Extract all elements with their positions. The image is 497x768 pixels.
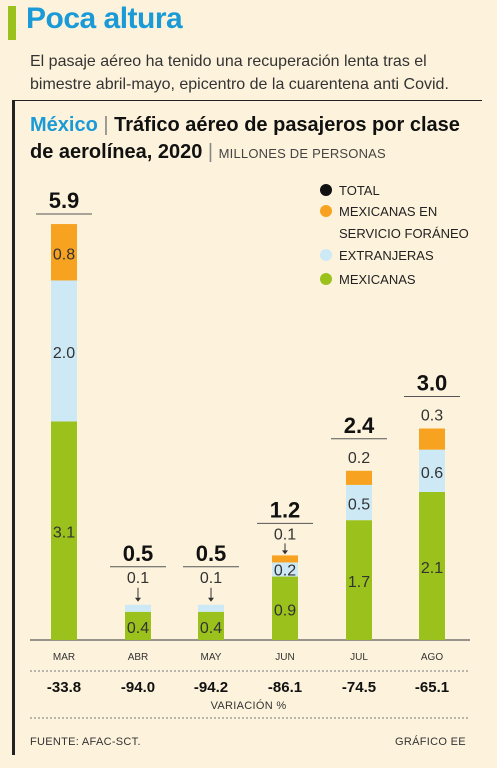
total-label-jul: 2.4 bbox=[344, 413, 375, 438]
bar-abr-1 bbox=[125, 604, 151, 612]
graphic-credit: GRÁFICO EE bbox=[395, 736, 466, 748]
label-arrowhead-abr bbox=[135, 597, 141, 602]
total-label-mar: 5.9 bbox=[49, 188, 80, 213]
value-label-mar-1: 2.0 bbox=[53, 345, 75, 362]
bar-mar-0 bbox=[51, 421, 77, 640]
variation-may: -94.2 bbox=[194, 679, 228, 696]
bar-ago-1 bbox=[419, 449, 445, 492]
variation-jun: -86.1 bbox=[268, 679, 302, 696]
variation-label: VARIACIÓN % bbox=[210, 700, 287, 712]
bar-mar-1 bbox=[51, 280, 77, 422]
legend-swatch-0 bbox=[320, 184, 332, 196]
value-label-mar-2: 0.8 bbox=[53, 246, 75, 263]
value-label-ago-0: 2.1 bbox=[421, 560, 443, 577]
bar-jun-2 bbox=[272, 555, 298, 563]
value-label-abr-1: 0.1 bbox=[127, 570, 149, 587]
x-tick-abr: ABR bbox=[128, 652, 149, 663]
legend-swatch-1 bbox=[320, 205, 332, 217]
bar-ago-0 bbox=[419, 491, 445, 640]
value-label-jul-0: 1.7 bbox=[348, 574, 370, 591]
top-rule bbox=[12, 100, 482, 101]
value-label-jun-2: 0.1 bbox=[274, 526, 296, 543]
bar-mar-2 bbox=[51, 224, 77, 281]
chart-units: MILLONES DE PERSONAS bbox=[218, 146, 386, 161]
value-label-jun-0: 0.9 bbox=[274, 602, 296, 619]
subhead: El pasaje aéreo ha tenido una recuperaci… bbox=[30, 53, 449, 93]
bar-may-0 bbox=[198, 611, 224, 640]
x-tick-jun: JUN bbox=[275, 652, 294, 663]
value-label-may-0: 0.4 bbox=[200, 620, 222, 637]
total-label-jun: 1.2 bbox=[270, 497, 301, 522]
x-tick-jul: JUL bbox=[350, 652, 368, 663]
legend-swatch-3 bbox=[320, 273, 332, 285]
total-label-may: 0.5 bbox=[196, 541, 227, 566]
variation-jul: -74.5 bbox=[342, 679, 376, 696]
bar-abr-0 bbox=[125, 611, 151, 640]
bar-jun-0 bbox=[272, 576, 298, 640]
chart-title: México | Tráfico aéreo de pasajeros por … bbox=[30, 112, 480, 167]
total-label-ago: 3.0 bbox=[417, 371, 448, 396]
chart-units-separator: | bbox=[207, 141, 214, 163]
left-rule bbox=[12, 100, 15, 755]
bar-jun-1 bbox=[272, 562, 298, 577]
bar-jul-2 bbox=[346, 470, 372, 485]
value-label-may-1: 0.1 bbox=[200, 570, 222, 587]
value-label-mar-0: 3.1 bbox=[53, 525, 75, 542]
value-label-ago-2: 0.3 bbox=[421, 408, 443, 425]
bar-jul-1 bbox=[346, 484, 372, 521]
legend-label-1: MEXICANAS EN bbox=[339, 204, 437, 219]
total-label-abr: 0.5 bbox=[123, 541, 154, 566]
chart-title-text: Tráfico aéreo de pasajeros por clase de … bbox=[30, 114, 460, 163]
source-note: FUENTE: AFAC-SCT. bbox=[30, 736, 141, 748]
legend-swatch-2 bbox=[320, 249, 332, 261]
legend-label-3: MEXICANAS bbox=[339, 272, 416, 287]
x-tick-ago: AGO bbox=[421, 652, 443, 663]
value-label-jul-1: 0.5 bbox=[348, 497, 370, 514]
chart-title-country: México bbox=[30, 114, 98, 136]
label-arrowhead-may bbox=[208, 597, 214, 602]
legend-label-0: TOTAL bbox=[339, 183, 380, 198]
headline: Poca altura bbox=[26, 2, 183, 35]
value-label-ago-1: 0.6 bbox=[421, 465, 443, 482]
headline-accent-bar bbox=[8, 6, 16, 40]
x-tick-mar: MAR bbox=[53, 652, 75, 663]
bar-jul-0 bbox=[346, 520, 372, 640]
value-label-jul-2: 0.2 bbox=[348, 450, 370, 467]
bar-ago-2 bbox=[419, 428, 445, 450]
variation-ago: -65.1 bbox=[415, 679, 449, 696]
bar-may-1 bbox=[198, 604, 224, 612]
value-label-abr-0: 0.4 bbox=[127, 620, 149, 637]
label-arrowhead-jun bbox=[282, 550, 288, 555]
legend-label-1-line2: SERVICIO FORÁNEO bbox=[339, 226, 469, 241]
value-label-jun-1: 0.2 bbox=[274, 563, 296, 580]
variation-abr: -94.0 bbox=[121, 679, 155, 696]
chart-title-separator: | bbox=[103, 114, 109, 136]
variation-mar: -33.8 bbox=[47, 679, 81, 696]
legend-label-2: EXTRANJERAS bbox=[339, 248, 434, 263]
x-tick-may: MAY bbox=[201, 652, 222, 663]
